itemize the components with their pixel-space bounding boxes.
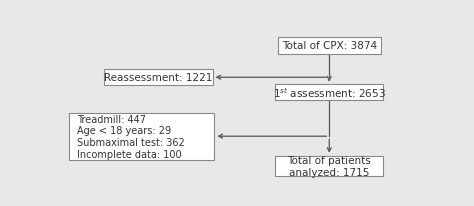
Text: Total of patients
analyzed: 1715: Total of patients analyzed: 1715 — [287, 156, 371, 177]
FancyBboxPatch shape — [275, 85, 383, 101]
Text: Reassessment: 1221: Reassessment: 1221 — [104, 73, 213, 83]
Text: Treadmill: 447
Age < 18 years: 29
Submaximal test: 362
Incomplete data: 100: Treadmill: 447 Age < 18 years: 29 Submax… — [77, 114, 184, 159]
FancyBboxPatch shape — [278, 37, 381, 55]
FancyBboxPatch shape — [69, 113, 214, 160]
Text: Total of CPX: 3874: Total of CPX: 3874 — [282, 41, 377, 51]
FancyBboxPatch shape — [275, 156, 383, 177]
FancyBboxPatch shape — [104, 70, 213, 86]
Text: 1$^{st}$ assessment: 2653: 1$^{st}$ assessment: 2653 — [273, 86, 386, 100]
